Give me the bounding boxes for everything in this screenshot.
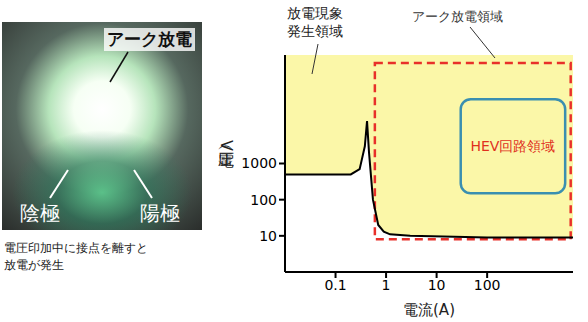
html-text:陽極: 陽極 (140, 201, 180, 225)
svg-text:電流(A): 電流(A) (403, 301, 455, 319)
svg-text:100: 100 (474, 277, 501, 293)
svg-text:HEV回路領域: HEV回路領域 (470, 138, 555, 154)
svg-text:10: 10 (428, 277, 446, 293)
html-text:陰極: 陰極 (20, 201, 60, 225)
html-text:放電現象発生領域: 放電現象発生領域 (287, 5, 343, 40)
html-text:電圧（V）: 電圧（V） (217, 140, 236, 151)
svg-text:10: 10 (259, 228, 277, 244)
html-text:アーク放電: アーク放電 (107, 29, 192, 49)
svg-text:100: 100 (250, 192, 277, 208)
html-text:アーク放電領域: アーク放電領域 (412, 9, 503, 24)
svg-text:1000: 1000 (241, 155, 277, 171)
svg-text:1: 1 (382, 277, 391, 293)
svg-text:0.1: 0.1 (324, 277, 346, 293)
html-text:電圧印加中に接点を離すと放電が発生: 電圧印加中に接点を離すと放電が発生 (4, 241, 148, 272)
